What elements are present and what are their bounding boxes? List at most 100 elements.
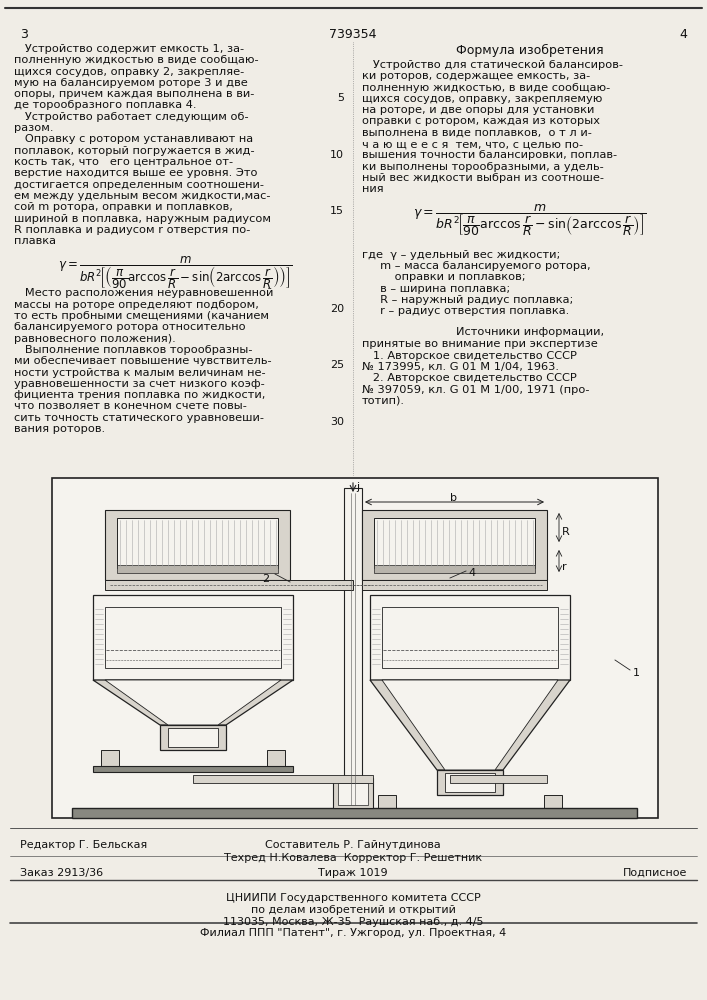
Text: балансируемого ротора относительно: балансируемого ротора относительно bbox=[14, 322, 245, 332]
Polygon shape bbox=[93, 680, 293, 725]
Text: R – наружный радиус поплавка;: R – наружный радиус поплавка; bbox=[362, 295, 573, 305]
Text: полненную жидкостью, в виде сообщаю-: полненную жидкостью, в виде сообщаю- bbox=[362, 83, 610, 93]
Text: ми обеспечивает повышение чувствитель-: ми обеспечивает повышение чувствитель- bbox=[14, 356, 271, 366]
Text: r: r bbox=[562, 562, 566, 572]
Text: Формула изобретения: Формула изобретения bbox=[456, 44, 604, 57]
Polygon shape bbox=[370, 680, 570, 770]
Bar bbox=[450, 775, 547, 783]
Text: 5: 5 bbox=[337, 93, 344, 103]
Text: ния: ния bbox=[362, 184, 384, 194]
Text: 2: 2 bbox=[262, 574, 269, 584]
Text: 2. Авторское свидетельство СССР: 2. Авторское свидетельство СССР bbox=[362, 373, 577, 383]
Text: ч а ю щ е е с я  тем, что, с целью по-: ч а ю щ е е с я тем, что, с целью по- bbox=[362, 139, 583, 149]
Text: j: j bbox=[356, 482, 359, 492]
Text: 739354: 739354 bbox=[329, 28, 377, 41]
Text: 10: 10 bbox=[330, 150, 344, 160]
Text: № 397059, кл. G 01 M 1/00, 1971 (про-: № 397059, кл. G 01 M 1/00, 1971 (про- bbox=[362, 385, 590, 395]
Text: равновесного положения).: равновесного положения). bbox=[14, 334, 176, 344]
Text: ности устройства к малым величинам не-: ности устройства к малым величинам не- bbox=[14, 367, 266, 377]
Text: ки роторов, содержащее емкость, за-: ки роторов, содержащее емкость, за- bbox=[362, 71, 590, 81]
Text: вышения точности балансировки, поплав-: вышения точности балансировки, поплав- bbox=[362, 150, 617, 160]
Bar bbox=[374, 518, 535, 568]
Bar bbox=[93, 595, 293, 680]
Text: Оправку с ротором устанавливают на: Оправку с ротором устанавливают на bbox=[14, 134, 253, 144]
Text: на роторе, и две опоры для установки: на роторе, и две опоры для установки bbox=[362, 105, 595, 115]
Bar bbox=[544, 795, 562, 813]
Text: Составитель Р. Гайнутдинова: Составитель Р. Гайнутдинова bbox=[265, 840, 441, 850]
Bar bbox=[370, 811, 570, 817]
Text: m – масса балансируемого ротора,: m – масса балансируемого ротора, bbox=[362, 261, 590, 271]
Text: b: b bbox=[450, 493, 457, 503]
Bar bbox=[105, 510, 290, 580]
Text: Выполнение поплавков торообразны-: Выполнение поплавков торообразны- bbox=[14, 345, 252, 355]
Text: ЦНИИПИ Государственного комитета СССР: ЦНИИПИ Государственного комитета СССР bbox=[226, 893, 480, 903]
Text: Устройство для статической балансиров-: Устройство для статической балансиров- bbox=[362, 60, 623, 70]
Text: 20: 20 bbox=[330, 304, 344, 314]
Bar bbox=[93, 766, 293, 772]
Bar bbox=[344, 488, 362, 810]
Text: Тираж 1019: Тираж 1019 bbox=[318, 868, 388, 878]
Bar bbox=[338, 783, 368, 805]
Text: Техред Н.Ковалева  Корректор Г. Решетник: Техред Н.Ковалева Корректор Г. Решетник bbox=[224, 853, 482, 863]
Bar bbox=[72, 808, 637, 818]
Text: оправки и поплавков;: оправки и поплавков; bbox=[362, 272, 525, 282]
Text: верстие находится выше ее уровня. Это: верстие находится выше ее уровня. Это bbox=[14, 168, 257, 178]
Text: Место расположения неуравновешенной: Место расположения неуравновешенной bbox=[14, 288, 274, 298]
Text: мую на балансируемом роторе 3 и две: мую на балансируемом роторе 3 и две bbox=[14, 78, 247, 88]
Text: в – ширина поплавка;: в – ширина поплавка; bbox=[362, 284, 510, 294]
Text: сить точность статического уравновеши-: сить точность статического уравновеши- bbox=[14, 413, 264, 423]
Bar bbox=[193, 775, 373, 783]
Text: 4: 4 bbox=[468, 568, 475, 578]
Text: уравновешенности за счет низкого коэф-: уравновешенности за счет низкого коэф- bbox=[14, 379, 264, 389]
Text: опоры, причем каждая выполнена в ви-: опоры, причем каждая выполнена в ви- bbox=[14, 89, 255, 99]
Text: что позволяет в конечном счете повы-: что позволяет в конечном счете повы- bbox=[14, 401, 247, 411]
Text: Заказ 2913/36: Заказ 2913/36 bbox=[20, 868, 103, 878]
Text: принятые во внимание при экспертизе: принятые во внимание при экспертизе bbox=[362, 339, 597, 349]
Text: R: R bbox=[562, 527, 570, 537]
Bar bbox=[362, 580, 547, 590]
Bar bbox=[267, 750, 285, 768]
Bar bbox=[117, 565, 278, 573]
Text: достигается определенным соотношени-: достигается определенным соотношени- bbox=[14, 180, 264, 190]
Text: оправки с ротором, каждая из которых: оправки с ротором, каждая из которых bbox=[362, 116, 600, 126]
Text: Устройство работает следующим об-: Устройство работает следующим об- bbox=[14, 112, 249, 122]
Text: массы на роторе определяют подбором,: массы на роторе определяют подбором, bbox=[14, 300, 259, 310]
Text: № 173995, кл. G 01 M 1/04, 1963.: № 173995, кл. G 01 M 1/04, 1963. bbox=[362, 362, 559, 372]
Text: сой m ротора, оправки и поплавков,: сой m ротора, оправки и поплавков, bbox=[14, 202, 233, 212]
Text: Подписное: Подписное bbox=[623, 868, 687, 878]
Text: где  γ – удельный вес жидкости;: где γ – удельный вес жидкости; bbox=[362, 250, 561, 260]
Text: 3: 3 bbox=[20, 28, 28, 41]
Text: щихся сосудов, оправку, закрепляемую: щихся сосудов, оправку, закрепляемую bbox=[362, 94, 602, 104]
Text: фициента трения поплавка по жидкости,: фициента трения поплавка по жидкости, bbox=[14, 390, 265, 400]
Bar bbox=[445, 773, 495, 792]
Text: 1: 1 bbox=[633, 668, 640, 678]
Text: 25: 25 bbox=[330, 360, 344, 370]
Text: Филиал ППП "Патент", г. Ужгород, ул. Проектная, 4: Филиал ППП "Патент", г. Ужгород, ул. Про… bbox=[200, 928, 506, 938]
Polygon shape bbox=[382, 680, 558, 770]
Bar bbox=[160, 725, 226, 750]
Text: вания роторов.: вания роторов. bbox=[14, 424, 105, 434]
Bar bbox=[333, 778, 373, 808]
Text: полненную жидкостью в виде сообщаю-: полненную жидкостью в виде сообщаю- bbox=[14, 55, 259, 65]
Text: R поплавка и радиусом r отверстия по-: R поплавка и радиусом r отверстия по- bbox=[14, 225, 250, 235]
Text: ный вес жидкости выбран из соотноше-: ный вес жидкости выбран из соотноше- bbox=[362, 173, 604, 183]
Bar bbox=[168, 728, 218, 747]
Text: поплавок, который погружается в жид-: поплавок, который погружается в жид- bbox=[14, 146, 255, 156]
Bar bbox=[105, 607, 281, 668]
Text: Источники информации,: Источники информации, bbox=[456, 327, 604, 337]
Bar bbox=[370, 595, 570, 680]
Bar bbox=[117, 518, 278, 568]
Text: 30: 30 bbox=[330, 417, 344, 427]
Text: выполнена в виде поплавков,  о т л и-: выполнена в виде поплавков, о т л и- bbox=[362, 128, 592, 138]
Bar bbox=[382, 607, 558, 668]
Text: 15: 15 bbox=[330, 206, 344, 216]
Text: 113035, Москва, Ж-35  Раушская наб., д. 4/5: 113035, Москва, Ж-35 Раушская наб., д. 4… bbox=[223, 917, 484, 927]
Bar bbox=[105, 580, 353, 590]
Text: щихся сосудов, оправку 2, закрепляе-: щихся сосудов, оправку 2, закрепляе- bbox=[14, 67, 244, 77]
Text: де торообразного поплавка 4.: де торообразного поплавка 4. bbox=[14, 101, 197, 110]
Text: Устройство содержит емкость 1, за-: Устройство содержит емкость 1, за- bbox=[14, 44, 244, 54]
Polygon shape bbox=[105, 680, 281, 725]
Bar bbox=[101, 750, 119, 768]
Bar bbox=[437, 770, 503, 795]
Text: тотип).: тотип). bbox=[362, 396, 405, 406]
